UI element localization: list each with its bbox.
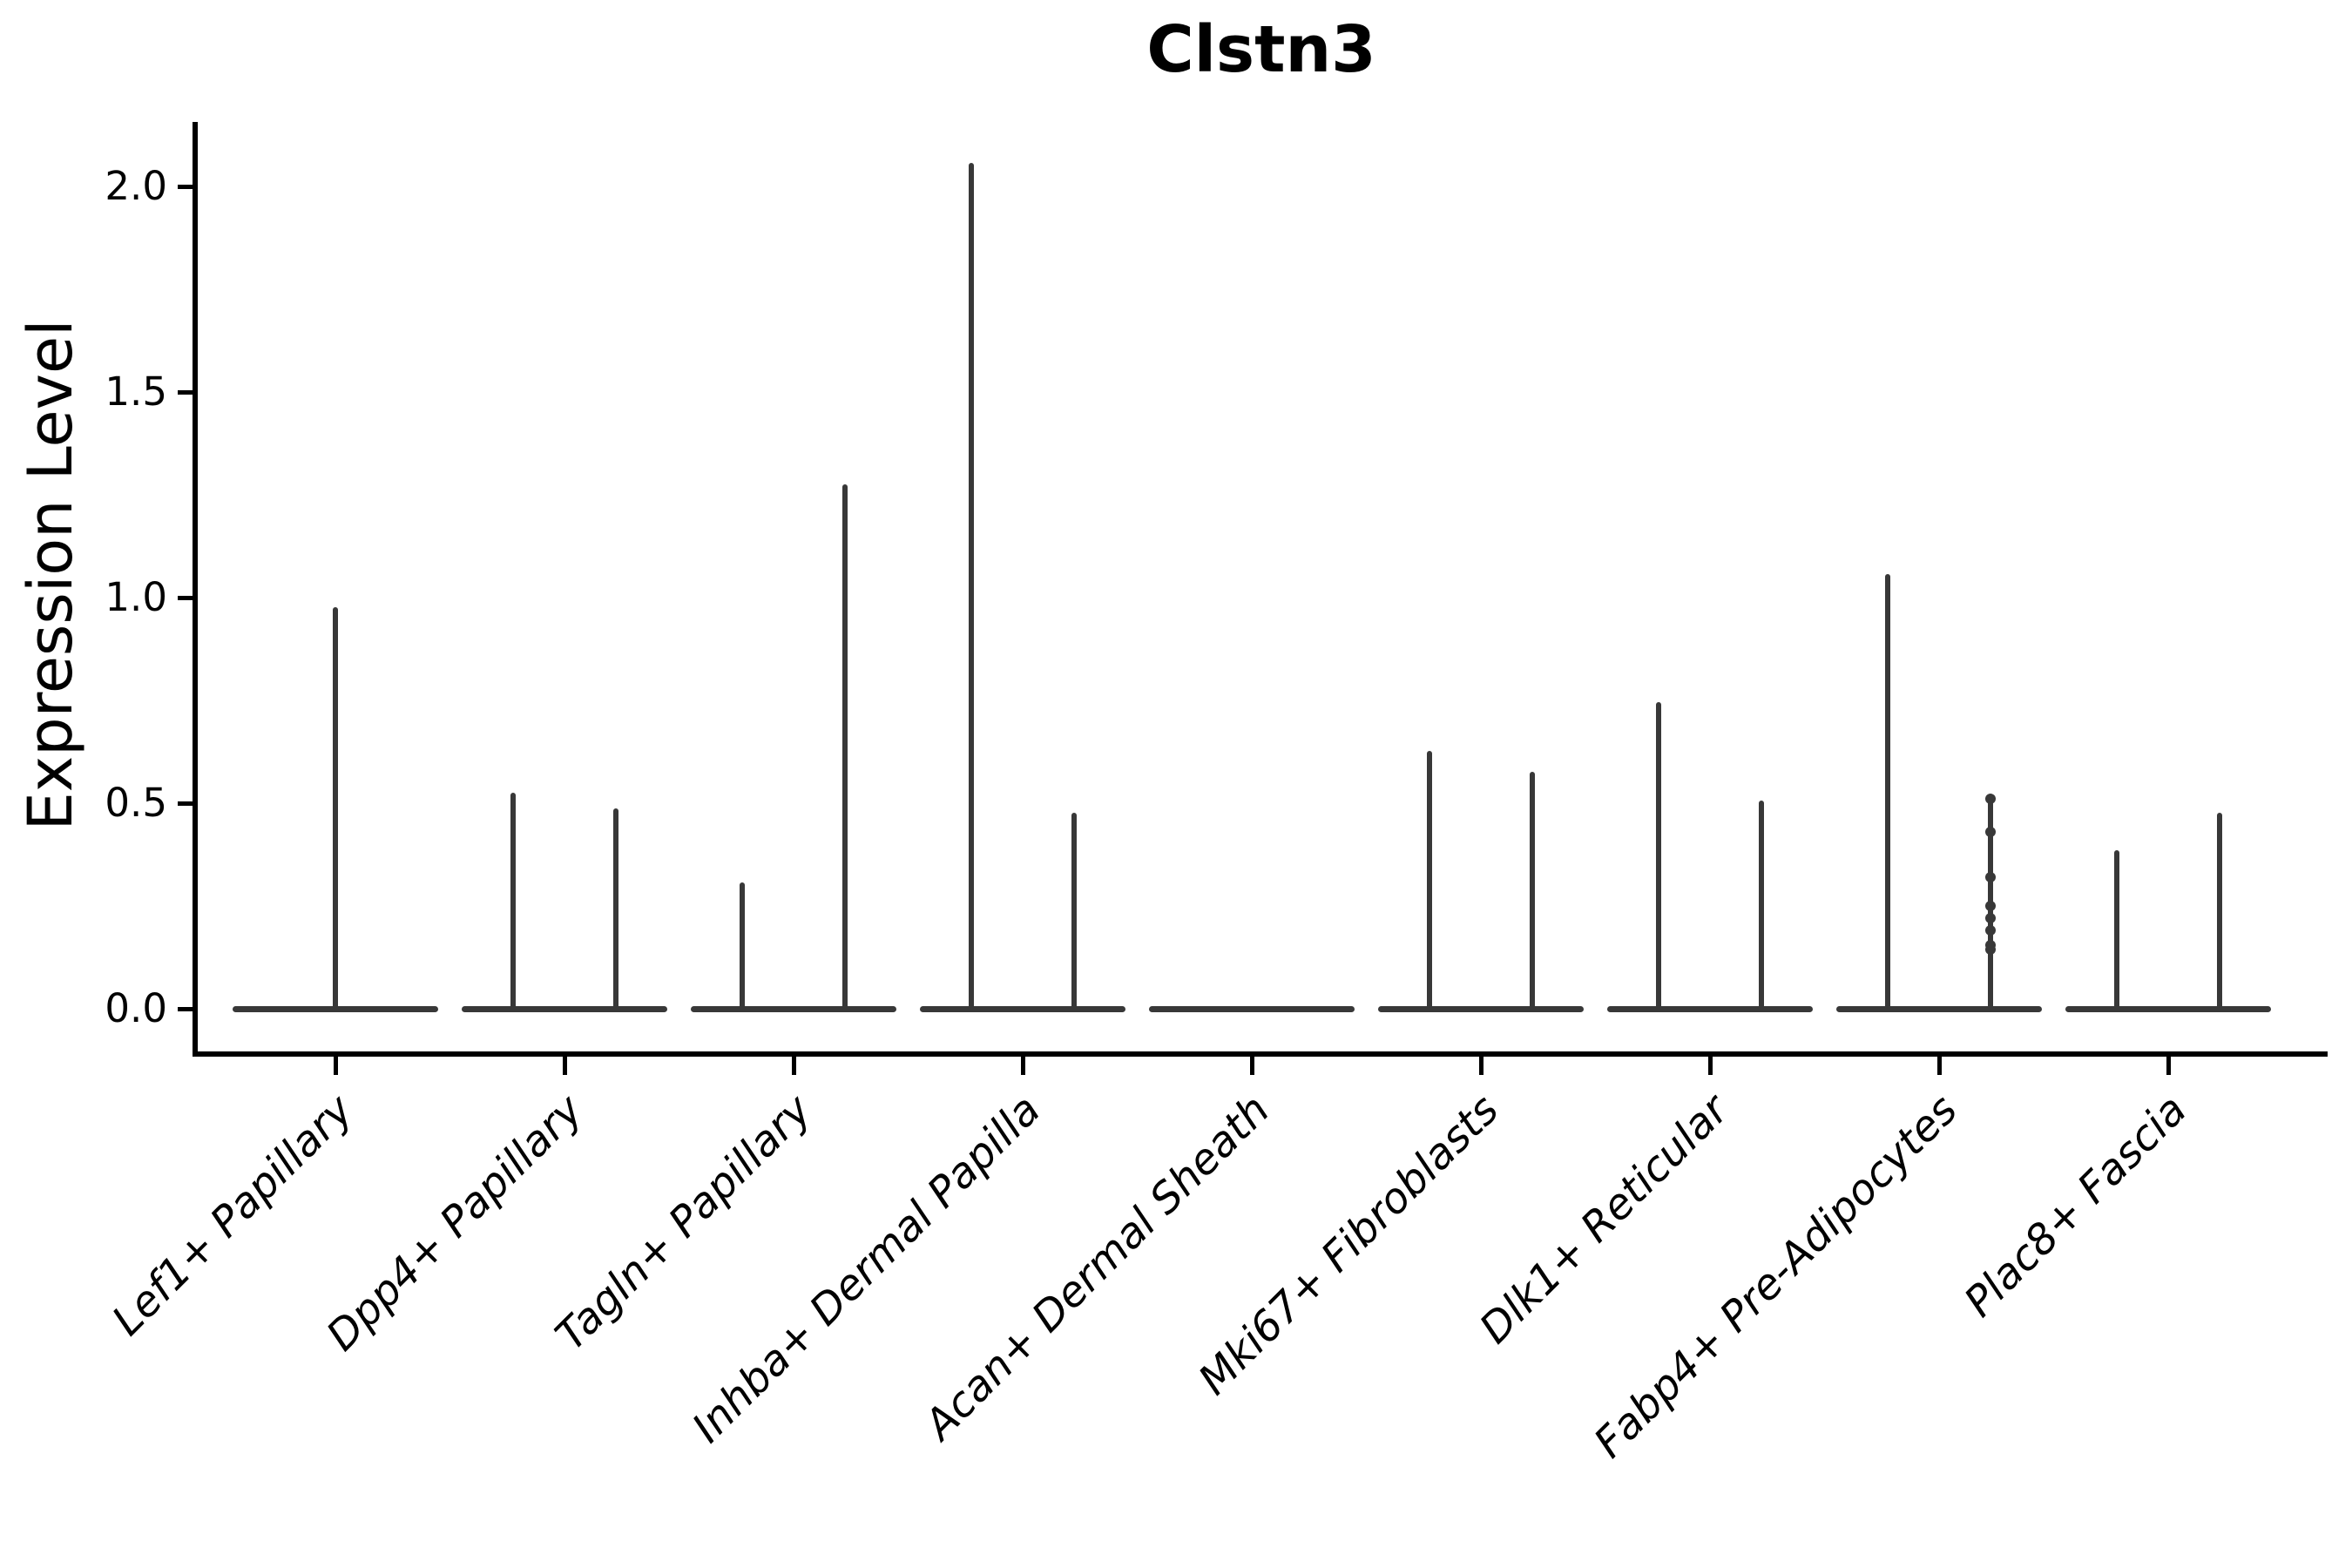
x-tick-mark: [791, 1054, 796, 1075]
cell-point: [1985, 913, 1996, 924]
x-tick-label: Lef1+ Papillary: [103, 1085, 363, 1346]
chart-title: Clstn3: [1146, 12, 1376, 87]
y-tick-label: 0.5: [105, 780, 167, 826]
x-tick-label: Dlk1+ Reticular: [1470, 1085, 1738, 1354]
x-tick-mark: [2166, 1054, 2171, 1075]
violin-baseline: [462, 1005, 667, 1012]
violin-spike: [1530, 771, 1535, 1011]
x-tick-label: Plac8+ Fascia: [1954, 1085, 2196, 1327]
x-tick-mark: [1478, 1054, 1484, 1075]
violin-spike: [1071, 813, 1077, 1011]
x-tick-mark: [1936, 1054, 1942, 1075]
cell-point: [1985, 794, 1996, 805]
violin-spike: [2114, 849, 2119, 1011]
y-tick-label: 2.0: [105, 163, 167, 209]
violin-baseline: [1378, 1005, 1584, 1012]
violin-spike: [1759, 801, 1764, 1011]
x-tick-mark: [333, 1054, 338, 1075]
y-tick-label: 0.0: [105, 985, 167, 1031]
y-tick-mark: [178, 801, 195, 806]
violin-baseline: [920, 1005, 1125, 1012]
y-tick-label: 1.0: [105, 574, 167, 620]
violin-spike: [969, 163, 974, 1011]
violin-baseline: [691, 1005, 896, 1012]
x-tick-mark: [562, 1054, 567, 1075]
y-tick-mark: [178, 184, 195, 189]
violin-baseline: [1149, 1005, 1355, 1012]
violin-spike: [842, 483, 848, 1011]
violin-spike: [1656, 701, 1661, 1011]
violin-spike: [333, 607, 338, 1011]
violin-spike: [740, 882, 745, 1011]
cell-point: [1985, 925, 1996, 936]
y-tick-mark: [178, 1006, 195, 1011]
violin-spike: [1427, 751, 1432, 1011]
cell-point: [1985, 901, 1996, 911]
violin-spike: [510, 792, 516, 1011]
y-axis-spine: [193, 122, 198, 1057]
cell-point: [1985, 871, 1996, 882]
violin-spike: [2217, 813, 2222, 1011]
x-tick-label: Tagln+ Papillary: [546, 1085, 821, 1361]
x-axis-spine: [193, 1051, 2328, 1057]
violin-spike: [1885, 574, 1890, 1011]
x-tick-mark: [1707, 1054, 1713, 1075]
cell-point: [1985, 827, 1996, 838]
x-tick-mark: [1249, 1054, 1254, 1075]
y-tick-mark: [178, 595, 195, 600]
violin-spike: [613, 808, 618, 1011]
x-tick-label: Dpp4+ Papillary: [317, 1085, 592, 1361]
violin-baseline: [2065, 1005, 2271, 1012]
violin-baseline: [1607, 1005, 1813, 1012]
x-tick-mark: [1020, 1054, 1025, 1075]
cell-point: [1985, 943, 1996, 955]
y-tick-label: 1.5: [105, 368, 167, 415]
x-tick-label: Fabp4+ Pre-Adipocytes: [1585, 1085, 1967, 1468]
violin-baseline: [1836, 1005, 2042, 1012]
y-tick-mark: [178, 389, 195, 395]
